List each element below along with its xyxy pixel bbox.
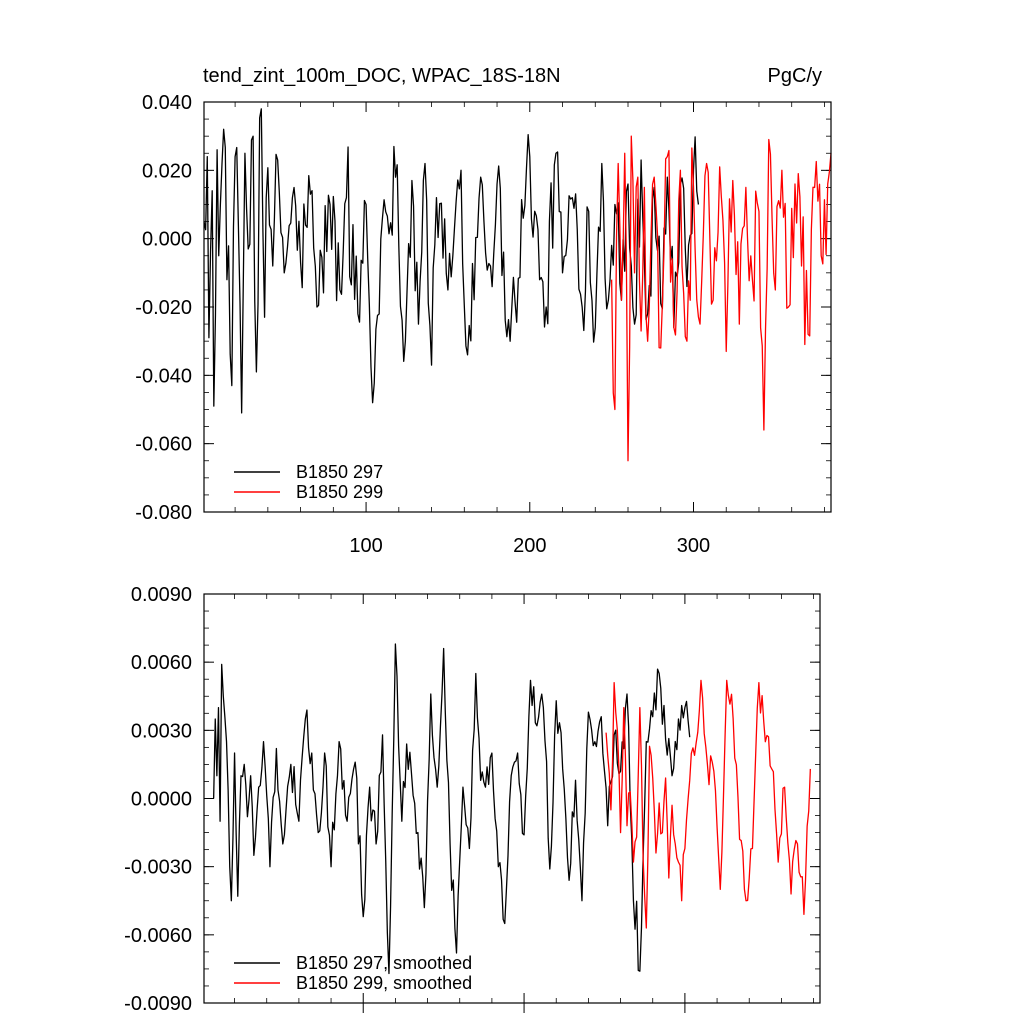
y-tick-label: 0.0000: [131, 789, 192, 811]
legend-label-b1850-297: B1850 297: [296, 462, 383, 482]
x-tick-label: 200: [513, 535, 546, 557]
y-tick-label: 0.020: [142, 160, 192, 182]
series-line-b1850-299-smoothed: [605, 679, 811, 929]
bottom-axes: -0.0090 -0.0060 -0.0030 0.0000 0.0030 0.0060 0…: [124, 584, 820, 1015]
y-tick-label: -0.020: [135, 297, 192, 319]
y-tick-label: -0.0060: [124, 925, 192, 947]
top-panel: tend_zint_100m_DOC, WPAC_18S-18N PgC/y -…: [135, 65, 832, 557]
top-legend: B1850 297 B1850 299: [234, 462, 383, 502]
units-label: PgC/y: [768, 65, 822, 87]
bottom-plot-frame: [203, 593, 821, 1004]
y-tick-label: -0.0090: [124, 993, 192, 1015]
top-plot-frame: [203, 101, 832, 513]
top-axes: -0.080 -0.060 -0.040 -0.020 0.000 0.020 0.040 1…: [135, 92, 831, 557]
legend-label-b1850-299-smoothed: B1850 299, smoothed: [296, 973, 472, 993]
bottom-panel: -0.0090 -0.0060 -0.0030 0.0000 0.0030 0.0060 0…: [124, 584, 821, 1015]
y-tick-label: 0.0090: [131, 584, 192, 606]
legend-label-b1850-299: B1850 299: [296, 482, 383, 502]
bottom-series-group: [213, 643, 811, 975]
y-tick-label: -0.0030: [124, 857, 192, 879]
y-tick-label: -0.080: [135, 502, 192, 524]
legend-label-b1850-297-smoothed: B1850 297, smoothed: [296, 953, 472, 973]
series-line-b1850-297: [203, 108, 700, 414]
chart-title: tend_zint_100m_DOC, WPAC_18S-18N: [203, 65, 561, 87]
x-tick-label: 300: [677, 535, 710, 557]
top-series-group: [203, 108, 832, 462]
x-tick-label: 100: [349, 535, 382, 557]
y-tick-label: -0.040: [135, 365, 192, 387]
series-line-b1850-299: [610, 135, 832, 462]
y-tick-label: -0.060: [135, 434, 192, 456]
y-tick-label: 0.0060: [131, 652, 192, 674]
y-tick-label: 0.040: [142, 92, 192, 114]
y-tick-label: 0.000: [142, 229, 192, 251]
y-tick-label: 0.0030: [131, 720, 192, 742]
bottom-legend: B1850 297, smoothed B1850 299, smoothed: [234, 953, 472, 993]
